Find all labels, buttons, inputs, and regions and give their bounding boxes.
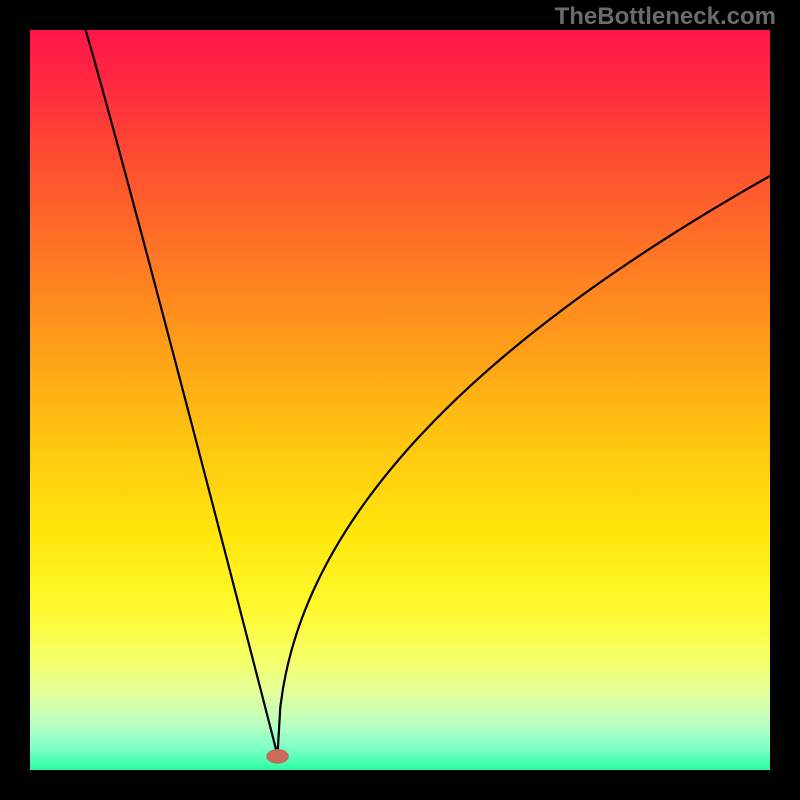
chart-frame: TheBottleneck.com [0, 0, 800, 800]
watermark-text: TheBottleneck.com [555, 3, 776, 31]
plot-background [30, 30, 770, 770]
chart-svg [0, 0, 800, 800]
optimum-marker [267, 749, 289, 763]
